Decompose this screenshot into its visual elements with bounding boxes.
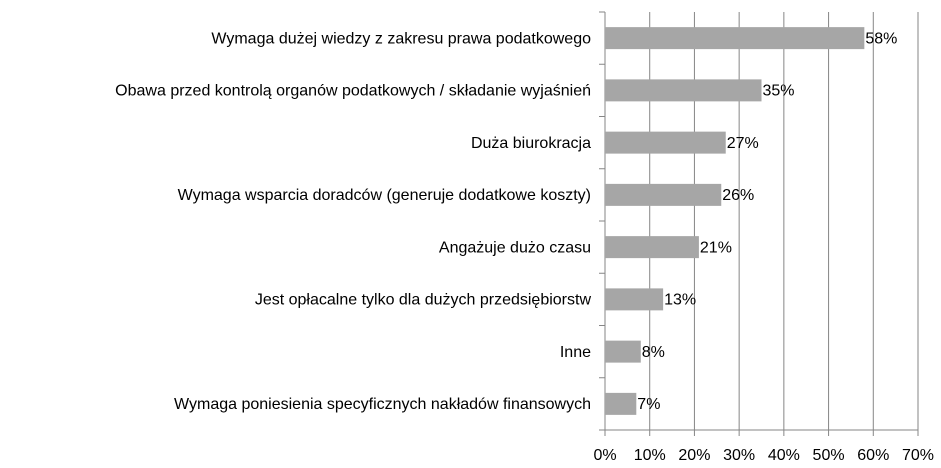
bar [605, 288, 664, 311]
bar [605, 27, 865, 50]
bar [605, 131, 726, 154]
data-label: 58% [865, 30, 897, 47]
x-tick-label: 10% [634, 447, 666, 464]
bar [605, 79, 762, 102]
y-tick-label: Inne [560, 344, 591, 361]
y-tick-label: Duża biurokracja [471, 135, 591, 152]
x-tick-label: 70% [902, 447, 934, 464]
x-tick-label: 50% [813, 447, 845, 464]
bar [605, 340, 641, 363]
y-tick-label: Obawa przed kontrolą organów podatkowych… [115, 83, 591, 100]
data-label: 13% [664, 292, 696, 309]
y-tick-label: Jest opłacalne tylko dla dużych przedsię… [255, 292, 592, 309]
x-tick-label: 20% [678, 447, 710, 464]
data-label: 26% [722, 187, 754, 204]
x-tick-label: 30% [723, 447, 755, 464]
x-tick-label: 60% [857, 447, 889, 464]
y-tick-label: Wymaga poniesienia specyficznych nakładó… [174, 396, 591, 413]
y-tick-label: Wymaga dużej wiedzy z zakresu prawa poda… [211, 30, 591, 47]
data-label: 8% [642, 344, 665, 361]
x-tick-label: 0% [593, 447, 616, 464]
data-label: 7% [637, 396, 660, 413]
y-tick-label: Angażuje dużo czasu [439, 239, 591, 256]
data-label: 35% [763, 83, 795, 100]
x-tick-label: 40% [768, 447, 800, 464]
y-tick-label: Wymaga wsparcia doradców (generuje dodat… [178, 187, 591, 204]
data-label: 27% [727, 135, 759, 152]
data-label: 21% [700, 239, 732, 256]
bar [605, 392, 637, 415]
bar [605, 236, 699, 259]
bar [605, 183, 722, 206]
